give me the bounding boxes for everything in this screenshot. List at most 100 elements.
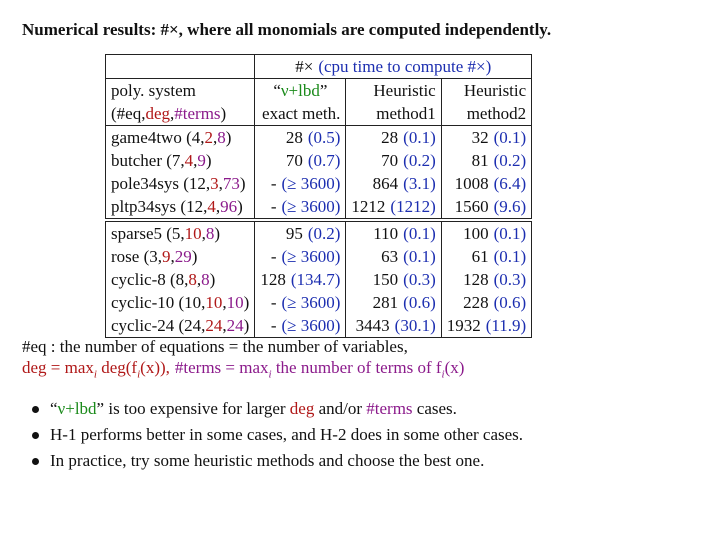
result-cell: 70 (0.2)	[345, 149, 442, 172]
header-cell: Heuristic	[440, 78, 533, 102]
system-label: 4	[207, 197, 216, 216]
result-cell: - (≥ 3600)	[254, 245, 347, 268]
cpu-time: (≥ 3600)	[281, 316, 341, 335]
monomial-count: 1560	[454, 197, 489, 216]
note-deg: deg = maxi deg(fi(x)),	[22, 358, 170, 381]
result-cell: 110 (0.1)	[345, 218, 442, 245]
header-text: Heuristic	[373, 81, 436, 100]
header-row: poly. system “ν+lbd” Heuristic Heuristic	[104, 78, 533, 102]
header-text: (#eq,	[111, 104, 146, 123]
header-cell: poly. system	[104, 78, 256, 102]
result-cell: 63 (0.1)	[345, 245, 442, 268]
system-label: game4two (4,	[111, 128, 205, 147]
system-cell: sparse5 (5,10,8)	[104, 218, 256, 245]
monomial-count: 28	[285, 128, 303, 147]
header-text: ν+lbd	[280, 81, 320, 100]
result-cell: 864 (3.1)	[345, 172, 442, 195]
system-label: pole34sys (12,	[111, 174, 211, 193]
bullet-text: H-1 performs better in some cases, and H…	[50, 425, 524, 444]
bullet-text: ν+lbd	[57, 399, 97, 418]
note-text: (x)),	[140, 358, 170, 377]
monomial-count: 1212	[351, 197, 386, 216]
system-cell: pole34sys (12,3,73)	[104, 172, 256, 195]
system-label: )	[243, 316, 250, 335]
system-cell: rose (3,9,29)	[104, 245, 256, 268]
system-label: 2	[204, 128, 213, 147]
result-cell: 32 (0.1)	[440, 125, 533, 149]
note-text: (x)	[444, 358, 465, 377]
result-cell: 128 (134.7)	[254, 268, 347, 291]
monomial-count: -	[270, 316, 277, 335]
monomial-count: 70	[381, 151, 399, 170]
system-label: 8	[201, 270, 210, 289]
system-label: ,	[222, 316, 227, 335]
notes: #eq : the number of equations = the numb…	[22, 336, 464, 385]
system-label: 8	[205, 224, 215, 243]
system-label: )	[209, 270, 216, 289]
header-cell	[104, 54, 256, 79]
cpu-time: (11.9)	[485, 316, 527, 335]
system-cell: pltp34sys (12,4,96)	[104, 195, 256, 220]
system-label: 73	[222, 174, 240, 193]
monomial-count: 28	[381, 128, 399, 147]
note-text: i	[137, 368, 141, 381]
system-label: 4	[184, 151, 194, 170]
bullet-text: In practice, try some heuristic methods …	[50, 451, 485, 470]
result-cell: 281 (0.6)	[345, 291, 442, 314]
bullet: In practice, try some heuristic methods …	[30, 448, 523, 474]
bullet-text: #terms	[366, 399, 413, 418]
cpu-time: (0.1)	[403, 128, 436, 147]
system-label: 10	[226, 293, 244, 312]
header-text: )	[220, 104, 227, 123]
system-label: pltp34sys (12,	[111, 197, 208, 216]
cpu-time: (≥ 3600)	[281, 174, 341, 193]
header-text: Heuristic	[463, 81, 527, 100]
header-text: exact meth.	[262, 104, 341, 123]
note-text: the number of terms of f	[271, 358, 442, 377]
result-cell: - (≥ 3600)	[254, 195, 347, 220]
system-label: rose (3,	[111, 247, 162, 266]
cpu-time: (0.1)	[493, 224, 527, 243]
monomial-count: 63	[381, 247, 399, 266]
cpu-time: (0.3)	[403, 270, 436, 289]
bullet-text: cases.	[412, 399, 457, 418]
header-text: “	[273, 81, 281, 100]
note-line: #eq : the number of equations = the numb…	[22, 337, 408, 356]
system-label: 3	[210, 174, 219, 193]
system-label: 8	[188, 270, 197, 289]
note-text: i	[93, 368, 97, 381]
system-label: sparse5 (5,	[111, 224, 185, 243]
system-cell: game4two (4,2,8)	[104, 125, 256, 149]
cpu-time: (6.4)	[493, 174, 527, 193]
result-cell: - (≥ 3600)	[254, 291, 347, 314]
monomial-count: 281	[372, 293, 399, 312]
system-label: ,	[218, 174, 223, 193]
slide-title: Numerical results: #×, where all monomia…	[22, 20, 552, 39]
monomial-count: 95	[285, 224, 303, 243]
note-text: i	[268, 368, 272, 381]
data-row: cyclic-8 (8,8,8) 128 (134.7) 150 (0.3) 128 (0.…	[104, 268, 533, 291]
bullet-list: “ν+lbd” is too expensive for larger deg …	[30, 396, 523, 474]
result-cell: 3443 (30.1)	[345, 314, 442, 338]
system-label: 8	[217, 128, 226, 147]
system-cell: cyclic-10 (10,10,10)	[104, 291, 256, 314]
cpu-time: (0.5)	[307, 128, 341, 147]
system-label: ,	[222, 293, 227, 312]
system-label: )	[237, 197, 243, 216]
system-label: cyclic-24 (24,	[111, 316, 206, 335]
header-cell: (#eq,deg,#terms)	[104, 102, 256, 126]
result-cell: 81 (0.2)	[440, 149, 533, 172]
system-label: 10	[205, 293, 223, 312]
system-label: )	[225, 128, 232, 147]
header-row: (#eq,deg,#terms) exact meth. method1 method…	[104, 102, 533, 126]
result-cell: 228 (0.6)	[440, 291, 533, 314]
monomial-count: 3443	[355, 316, 390, 335]
cpu-time: (0.6)	[493, 293, 527, 312]
data-row: rose (3,9,29) - (≥ 3600) 63 (0.1) 61 (0.1)	[104, 245, 533, 268]
result-cell: 128 (0.3)	[440, 268, 533, 291]
system-label: )	[214, 224, 221, 243]
bullet: H-1 performs better in some cases, and H…	[30, 422, 523, 448]
cpu-time: (≥ 3600)	[281, 247, 341, 266]
note-text: deg(f	[96, 358, 138, 377]
